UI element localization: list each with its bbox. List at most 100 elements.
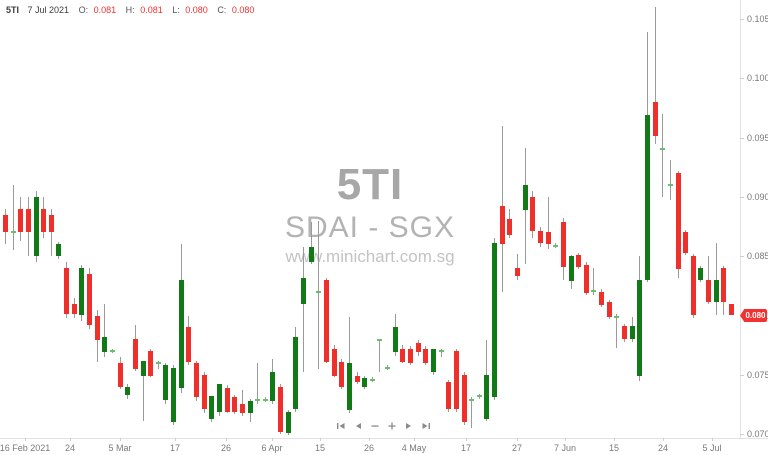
candle-wick bbox=[670, 160, 671, 201]
candle-body bbox=[569, 256, 574, 282]
candle-body bbox=[538, 231, 543, 244]
time-axis-tick bbox=[414, 438, 415, 441]
candle-body bbox=[553, 244, 558, 247]
time-axis-label: 15 bbox=[314, 443, 326, 453]
skip-to-start-button[interactable] bbox=[336, 421, 346, 431]
candle-body bbox=[607, 302, 612, 317]
candle-body bbox=[64, 268, 69, 315]
candle-wick bbox=[318, 220, 319, 369]
skip-to-start-icon bbox=[336, 421, 346, 431]
candle-body bbox=[202, 374, 207, 410]
time-axis-label: 26 bbox=[220, 443, 232, 453]
time-axis-tick bbox=[120, 438, 121, 441]
candle-body bbox=[179, 279, 184, 388]
candle-body bbox=[668, 184, 673, 187]
candle-body bbox=[599, 291, 604, 305]
skip-to-end-button[interactable] bbox=[421, 421, 431, 431]
candle-body bbox=[576, 255, 581, 267]
candle-body bbox=[118, 362, 123, 387]
candle-body bbox=[400, 348, 405, 362]
candle-body bbox=[286, 411, 291, 433]
close-label: C: bbox=[217, 5, 227, 15]
candle-body bbox=[721, 268, 726, 303]
candle-wick bbox=[471, 397, 472, 429]
open-value: 0.081 bbox=[93, 5, 117, 15]
close-value: 0.080 bbox=[231, 5, 255, 15]
candle-body bbox=[87, 273, 92, 325]
step-back-button[interactable] bbox=[353, 421, 363, 431]
price-axis-label: 0.090 bbox=[747, 191, 768, 202]
last-price-tag: 0.080 bbox=[740, 309, 767, 322]
price-axis-tick bbox=[740, 78, 744, 80]
time-axis-label: 7 Jun bbox=[553, 443, 577, 453]
candle-body bbox=[385, 366, 390, 369]
candle-body bbox=[561, 221, 566, 267]
candle-body bbox=[255, 398, 260, 401]
candle-body bbox=[102, 336, 107, 353]
candle-body bbox=[546, 232, 551, 245]
high-value: 0.081 bbox=[140, 5, 163, 15]
candle-body bbox=[683, 232, 688, 253]
low-value: 0.080 bbox=[185, 5, 208, 15]
price-axis-tick bbox=[740, 19, 744, 20]
zoom-out-button[interactable] bbox=[370, 421, 380, 431]
symbol-label: 5TI bbox=[6, 5, 20, 15]
candle-body bbox=[186, 327, 191, 362]
time-axis-label: 5 Mar bbox=[108, 443, 132, 453]
candle-body bbox=[72, 303, 77, 315]
time-axis-tick bbox=[663, 438, 664, 441]
price-axis-label: 0.085 bbox=[747, 251, 768, 262]
candle-body bbox=[645, 115, 650, 280]
candle-body bbox=[500, 206, 505, 245]
price-axis-tick bbox=[740, 196, 744, 198]
candle-body bbox=[263, 398, 268, 401]
candle-body bbox=[301, 277, 306, 304]
candle-body bbox=[507, 219, 512, 235]
candle-body bbox=[26, 208, 31, 233]
time-axis-tick bbox=[226, 438, 227, 441]
candlestick-plot[interactable] bbox=[0, 0, 740, 438]
time-axis-tick bbox=[320, 438, 321, 441]
step-forward-button[interactable] bbox=[404, 421, 414, 431]
candle-body bbox=[462, 374, 467, 423]
candle-wick bbox=[158, 360, 159, 369]
candle-body bbox=[454, 351, 459, 410]
time-axis-tick bbox=[25, 438, 26, 441]
ohlc-legend: 5TI 7 Jul 2021 O: 0.081 H: 0.081 L: 0.08… bbox=[6, 5, 261, 15]
candle-wick bbox=[242, 390, 243, 417]
time-axis-label: 6 Apr bbox=[261, 443, 283, 453]
candle-body bbox=[530, 196, 535, 232]
candle-body bbox=[377, 339, 382, 342]
candle-body bbox=[79, 268, 84, 316]
zoom-in-button[interactable] bbox=[387, 421, 397, 431]
candle-body bbox=[141, 360, 146, 376]
candle-wick bbox=[616, 314, 617, 348]
candle-body bbox=[240, 404, 245, 413]
chart-nav-toolbar bbox=[336, 419, 431, 433]
time-axis-tick bbox=[175, 438, 176, 441]
candle-body bbox=[653, 102, 658, 137]
candle-body bbox=[614, 315, 619, 318]
candle-body bbox=[423, 348, 428, 363]
low-label: L: bbox=[172, 5, 180, 15]
candle-body bbox=[316, 290, 321, 293]
candle-body bbox=[630, 326, 635, 340]
candle-body bbox=[637, 279, 642, 376]
time-axis-label: 17 bbox=[169, 443, 181, 453]
candle-wick bbox=[311, 221, 312, 265]
time-axis-label: 16 Feb 2021 bbox=[0, 443, 51, 453]
candle-body bbox=[660, 148, 665, 151]
time-axis-tick bbox=[712, 438, 713, 441]
candle-body bbox=[347, 362, 352, 411]
candle-body bbox=[698, 268, 703, 280]
time-axis-tick bbox=[565, 438, 566, 441]
time-axis-label: 17 bbox=[460, 443, 472, 453]
candle-body bbox=[355, 375, 360, 382]
candle-body bbox=[217, 384, 222, 412]
time-axis-label: 15 bbox=[608, 443, 620, 453]
candle-body bbox=[309, 246, 314, 263]
price-axis bbox=[740, 0, 768, 438]
time-axis-tick bbox=[466, 438, 467, 441]
minus-icon bbox=[370, 421, 380, 431]
candle-body bbox=[270, 372, 275, 401]
